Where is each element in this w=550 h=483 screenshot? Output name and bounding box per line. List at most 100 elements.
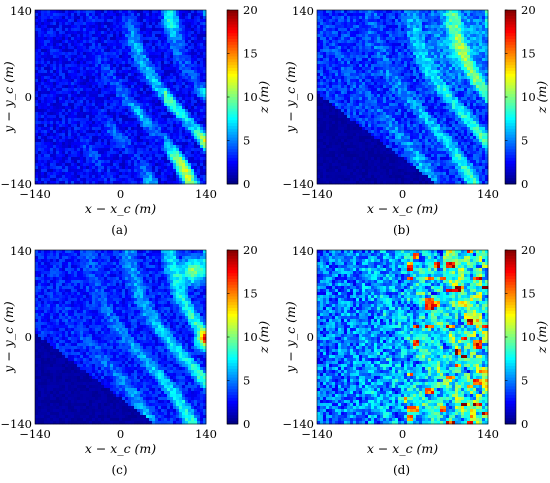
heatmap-cell (161, 52, 165, 56)
heatmap-cell (371, 37, 375, 41)
heatmap-cell (458, 58, 462, 62)
heatmap-cell (89, 163, 93, 167)
heatmap-cell (167, 46, 171, 50)
heatmap-cell (140, 43, 144, 47)
heatmap-cell (149, 166, 153, 170)
heatmap-cell (131, 19, 135, 23)
heatmap-cell (122, 88, 126, 92)
heatmap-cell (173, 127, 177, 131)
heatmap-cell (98, 85, 102, 89)
heatmap-cell (188, 19, 192, 23)
heatmap-cell (323, 76, 327, 80)
heatmap-cell (374, 25, 378, 29)
heatmap-cell (77, 55, 81, 59)
heatmap-cell (146, 151, 150, 155)
heatmap-cell (470, 91, 474, 95)
heatmap-cell (35, 28, 39, 32)
heatmap-cell (125, 124, 129, 128)
heatmap-cell (203, 34, 207, 38)
heatmap-cell (200, 157, 204, 161)
heatmap-cell (38, 151, 42, 155)
heatmap-cell (197, 136, 201, 140)
heatmap-cell (89, 16, 93, 20)
heatmap-cell (188, 13, 192, 17)
heatmap-cell (170, 28, 174, 32)
heatmap-cell (416, 37, 420, 41)
heatmap-cell (461, 70, 465, 74)
heatmap-cell (59, 121, 63, 125)
heatmap-cell (482, 64, 486, 68)
heatmap-cell (374, 67, 378, 71)
heatmap-cell (470, 46, 474, 50)
heatmap-cell (56, 46, 60, 50)
heatmap-cell (59, 154, 63, 158)
heatmap-cell (155, 43, 159, 47)
heatmap-cell (152, 46, 156, 50)
heatmap-cell (170, 85, 174, 89)
heatmap-cell (164, 172, 168, 176)
heatmap-cell (113, 121, 117, 125)
heatmap-cell (440, 37, 444, 41)
heatmap-cell (83, 10, 87, 14)
heatmap-cell (353, 16, 357, 20)
heatmap-cell (74, 64, 78, 68)
heatmap-cell (476, 46, 480, 50)
heatmap-cell (155, 16, 159, 20)
heatmap-cell (116, 166, 120, 170)
heatmap-cell (359, 49, 363, 53)
heatmap-cell (119, 139, 123, 143)
heatmap-cell (473, 22, 477, 26)
heatmap-cell (347, 61, 351, 65)
heatmap-cell (329, 79, 333, 83)
heatmap-cell (89, 148, 93, 152)
heatmap-cell (482, 19, 486, 23)
heatmap-cell (359, 37, 363, 41)
heatmap-cell (56, 148, 60, 152)
heatmap-cell (203, 115, 207, 119)
heatmap-cell (83, 118, 87, 122)
heatmap-cell (155, 148, 159, 152)
heatmap-cell (131, 43, 135, 47)
heatmap-cell (188, 109, 192, 113)
heatmap-cell (410, 79, 414, 83)
heatmap-cell (470, 16, 474, 20)
heatmap-cell (125, 19, 129, 23)
heatmap-cell (482, 91, 486, 95)
heatmap-cell (167, 58, 171, 62)
heatmap-cell (74, 10, 78, 14)
heatmap-cell (47, 139, 51, 143)
heatmap-cell (431, 37, 435, 41)
heatmap-cell (188, 25, 192, 29)
heatmap-cell (116, 160, 120, 164)
heatmap-cell (107, 181, 111, 185)
heatmap-cell (41, 58, 45, 62)
heatmap-cell (62, 127, 66, 131)
heatmap-cell (56, 70, 60, 74)
heatmap-cell (137, 76, 141, 80)
heatmap-cell (413, 55, 417, 59)
heatmap-cell (113, 124, 117, 128)
heatmap-cell (59, 148, 63, 152)
heatmap-cell (119, 100, 123, 104)
heatmap-cell (74, 115, 78, 119)
heatmap-cell (485, 61, 489, 65)
heatmap-cell (83, 97, 87, 101)
heatmap-cell (464, 25, 468, 29)
heatmap-cell (191, 46, 195, 50)
heatmap-cell (194, 94, 198, 98)
heatmap-cell (71, 76, 75, 80)
heatmap-cell (473, 61, 477, 65)
heatmap-cell (77, 28, 81, 32)
heatmap-cell (401, 43, 405, 47)
heatmap-cell (89, 40, 93, 44)
heatmap-cell (398, 22, 402, 26)
heatmap-cell (434, 73, 438, 77)
heatmap-cell (86, 154, 90, 158)
heatmap-cell (74, 19, 78, 23)
heatmap-cell (476, 43, 480, 47)
heatmap-cell (137, 52, 141, 56)
heatmap-cell (161, 94, 165, 98)
heatmap-cell (143, 136, 147, 140)
heatmap-cell (398, 40, 402, 44)
heatmap-cell (347, 88, 351, 92)
